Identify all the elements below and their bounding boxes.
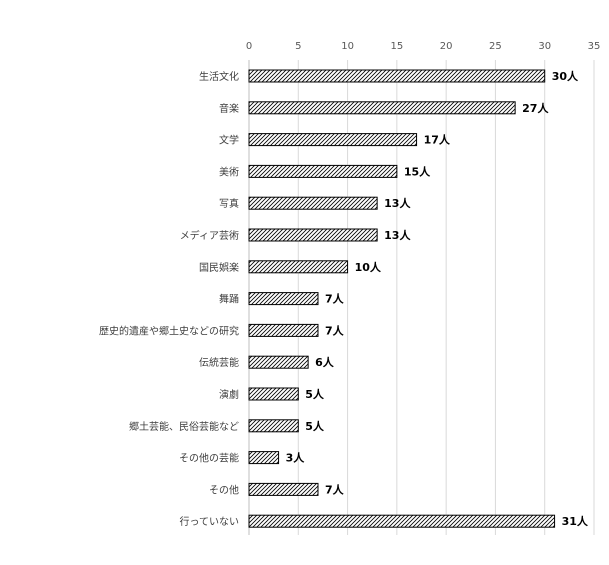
data-label: 13人 [384, 196, 411, 210]
category-label: 伝統芸能 [199, 356, 239, 369]
category-label: その他の芸能 [179, 452, 239, 465]
bars [248, 69, 556, 528]
data-label: 31人 [562, 514, 589, 528]
x-tick-label: 5 [295, 41, 301, 52]
data-label: 13人 [384, 228, 411, 242]
category-label: 郷土芸能、民俗芸能など [129, 420, 239, 433]
category-labels: 生活文化音楽文学美術写真メディア芸術国民娯楽舞踊歴史的遺産や郷土史などの研究伝統… [99, 70, 239, 528]
data-label: 7人 [325, 323, 345, 337]
category-label: 写真 [219, 197, 239, 210]
bar [248, 355, 309, 369]
data-label: 17人 [424, 133, 451, 147]
bar [248, 451, 280, 465]
bar [248, 260, 349, 274]
category-label: 歴史的遺産や郷土史などの研究 [99, 324, 239, 337]
data-label: 6人 [315, 355, 335, 369]
x-tick-label: 0 [246, 41, 252, 52]
category-label: 舞踊 [219, 294, 239, 306]
category-label: 美術 [219, 165, 239, 178]
data-label: 5人 [305, 419, 325, 433]
category-label: 生活文化 [199, 70, 239, 83]
x-tick-label: 35 [588, 41, 601, 52]
category-label: 音楽 [219, 102, 239, 115]
category-label: メディア芸術 [180, 229, 239, 242]
x-tick-label: 30 [538, 41, 551, 52]
category-label: 行っていない [180, 515, 240, 528]
data-label: 3人 [286, 451, 306, 465]
data-label: 15人 [404, 164, 431, 178]
bar [248, 514, 556, 528]
x-axis-ticks: 0 5 10 15 20 25 30 35 [246, 41, 601, 52]
category-label: 文学 [219, 134, 239, 147]
bar [248, 292, 319, 306]
data-label: 27人 [522, 101, 549, 115]
bar [248, 133, 418, 147]
data-label: 7人 [325, 292, 345, 306]
bar [248, 164, 398, 178]
data-label: 10人 [355, 260, 382, 274]
bar [248, 482, 319, 496]
bar [248, 69, 546, 83]
category-label: その他 [209, 483, 239, 496]
bar [248, 387, 299, 401]
bar [248, 228, 378, 242]
x-tick-label: 15 [390, 41, 403, 52]
data-labels: 30人 27人 17人 15人 13人 13人 10人 7人 7人 6人 5人 5人 3人 7人 31人 [286, 69, 589, 528]
data-label: 7人 [325, 482, 345, 496]
x-tick-label: 25 [489, 41, 502, 52]
bar [248, 419, 299, 433]
x-tick-label: 10 [341, 41, 354, 52]
data-label: 30人 [552, 69, 579, 83]
bar [248, 196, 378, 210]
bar [248, 101, 516, 115]
data-label: 5人 [305, 387, 325, 401]
x-tick-label: 20 [440, 41, 453, 52]
category-label: 国民娯楽 [199, 261, 239, 274]
bar [248, 323, 319, 337]
category-label: 演劇 [219, 388, 239, 401]
